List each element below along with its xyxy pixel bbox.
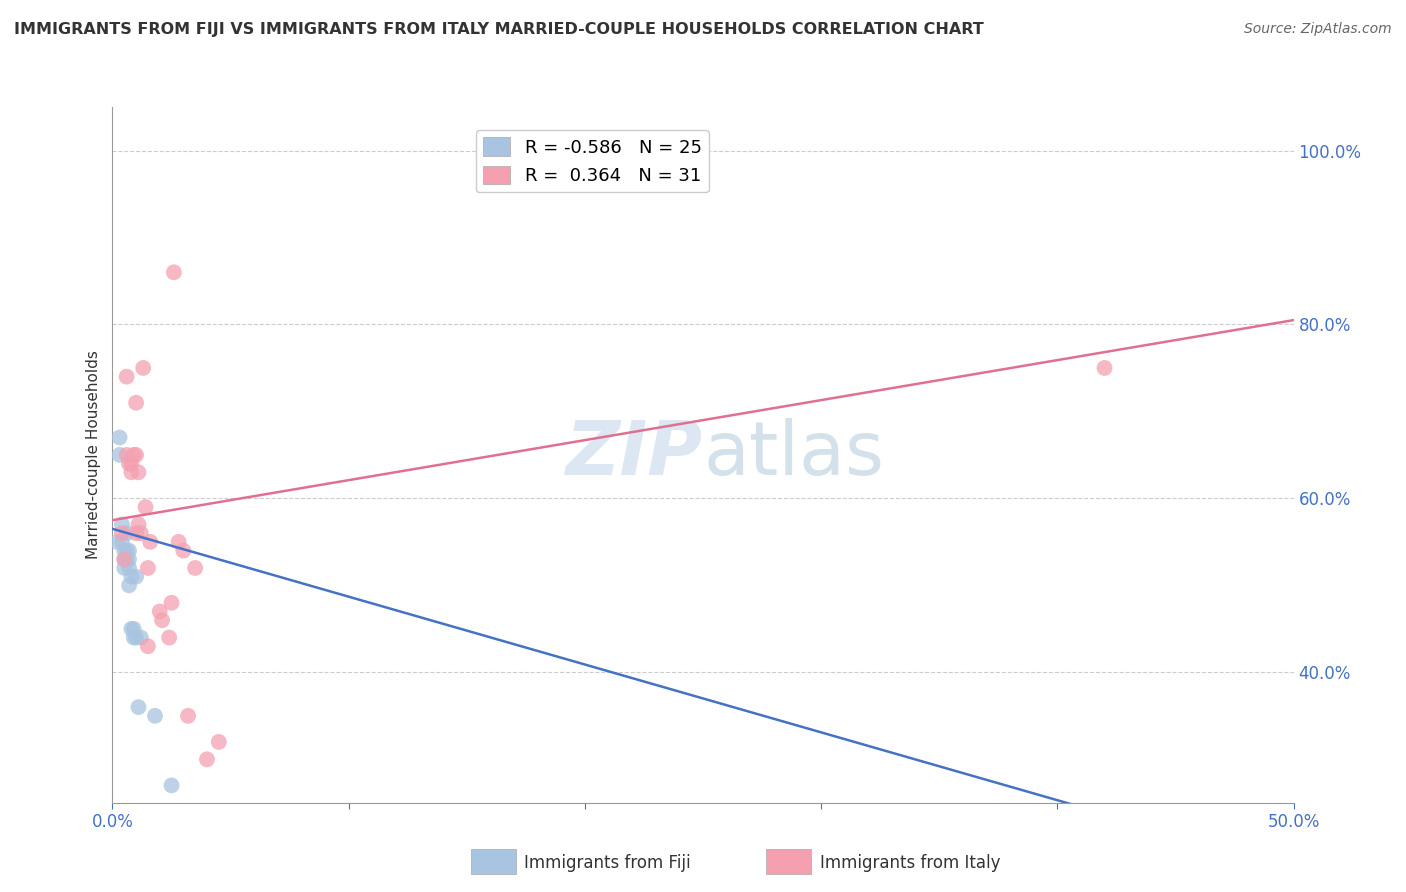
Point	[111, 517, 134, 532]
Text: Immigrants from Italy: Immigrants from Italy	[820, 854, 1000, 871]
Point	[125, 396, 148, 410]
Point	[208, 735, 231, 749]
Point	[112, 561, 135, 575]
Point	[129, 631, 152, 645]
Point	[118, 457, 141, 471]
Point	[115, 448, 138, 462]
Point	[122, 622, 145, 636]
Point	[150, 613, 173, 627]
Text: atlas: atlas	[703, 418, 884, 491]
Point	[108, 430, 131, 444]
Point	[136, 639, 159, 653]
Point	[115, 526, 138, 541]
Point	[160, 596, 183, 610]
Bar	[766, 849, 811, 874]
Point	[120, 622, 142, 636]
Point	[160, 778, 183, 793]
Point	[127, 517, 149, 532]
Point	[122, 631, 145, 645]
Text: Immigrants from Fiji: Immigrants from Fiji	[524, 854, 692, 871]
Point	[111, 534, 134, 549]
Text: IMMIGRANTS FROM FIJI VS IMMIGRANTS FROM ITALY MARRIED-COUPLE HOUSEHOLDS CORRELAT: IMMIGRANTS FROM FIJI VS IMMIGRANTS FROM …	[14, 22, 984, 37]
Point	[112, 552, 135, 566]
Point	[143, 708, 166, 723]
Point	[125, 570, 148, 584]
Point	[112, 543, 135, 558]
Text: Source: ZipAtlas.com: Source: ZipAtlas.com	[1244, 22, 1392, 37]
Point	[120, 457, 142, 471]
Text: ZIP: ZIP	[565, 418, 703, 491]
Point	[120, 570, 142, 584]
Point	[105, 534, 128, 549]
Point	[177, 708, 200, 723]
Point	[172, 543, 194, 558]
Point	[139, 534, 162, 549]
Point	[118, 543, 141, 558]
Point	[118, 561, 141, 575]
Point	[129, 526, 152, 541]
Point	[195, 752, 218, 766]
Point	[135, 500, 157, 514]
Point	[136, 561, 159, 575]
Bar	[471, 849, 516, 874]
Point	[127, 466, 149, 480]
Point	[112, 552, 135, 566]
Point	[122, 448, 145, 462]
Point	[108, 448, 131, 462]
Point	[132, 360, 155, 375]
Point	[120, 466, 142, 480]
Y-axis label: Married-couple Households: Married-couple Households	[86, 351, 101, 559]
Point	[127, 700, 149, 714]
Point	[1094, 360, 1116, 375]
Point	[115, 369, 138, 384]
Point	[163, 265, 186, 279]
Point	[118, 552, 141, 566]
Legend: R = -0.586   N = 25, R =  0.364   N = 31: R = -0.586 N = 25, R = 0.364 N = 31	[475, 130, 709, 192]
Point	[167, 534, 190, 549]
Point	[118, 578, 141, 592]
Point	[115, 543, 138, 558]
Point	[125, 448, 148, 462]
Point	[125, 631, 148, 645]
Point	[115, 552, 138, 566]
Point	[149, 605, 172, 619]
Point	[111, 526, 134, 541]
Point	[125, 526, 148, 541]
Point	[184, 561, 207, 575]
Point	[157, 631, 180, 645]
